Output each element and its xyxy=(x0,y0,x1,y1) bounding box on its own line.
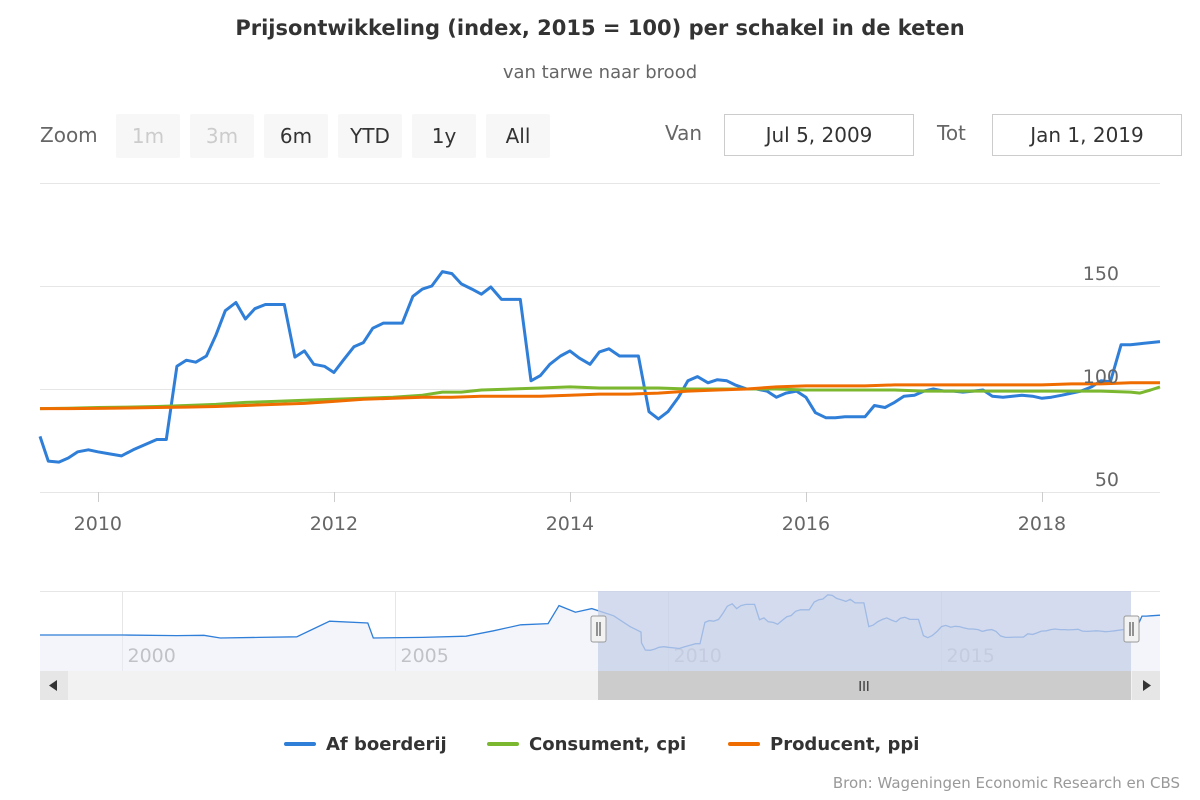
legend-swatch-producent xyxy=(728,742,760,746)
zoom-all-button[interactable]: All xyxy=(486,114,550,158)
x-axis: 2010 2012 2014 2016 2018 xyxy=(74,513,1067,535)
navigator[interactable]: 2000200520102015 xyxy=(40,591,1161,671)
scrollbar[interactable]: III xyxy=(40,671,1160,700)
chart-title: Prijsontwikkeling (index, 2015 = 100) pe… xyxy=(235,16,965,40)
x-tick-label-2018: 2018 xyxy=(1018,513,1066,535)
zoom-ytd-button[interactable]: YTD xyxy=(338,114,402,158)
zoom-label: Zoom xyxy=(40,123,98,147)
from-date-input[interactable]: Jul 5, 2009 xyxy=(724,114,914,156)
y-tick-label-150: 150 xyxy=(1083,263,1119,285)
to-date-input[interactable]: Jan 1, 2019 xyxy=(992,114,1182,156)
zoom-1y-button[interactable]: 1y xyxy=(412,114,476,158)
y-tick-label-50: 50 xyxy=(1095,469,1119,491)
arrow-right-icon xyxy=(1143,680,1151,691)
from-label: Van xyxy=(665,121,703,145)
x-tick-label-2010: 2010 xyxy=(74,513,122,535)
credits[interactable]: Bron: Wageningen Economic Research en CB… xyxy=(832,774,1180,792)
plot-series xyxy=(38,270,1161,464)
to-label: Tot xyxy=(937,121,966,145)
legend-label-af-boerderij: Af boerderij xyxy=(326,733,447,755)
legend-item-producent[interactable]: Producent, ppi xyxy=(728,730,919,758)
x-tick-label-2014: 2014 xyxy=(546,513,594,535)
navigator-right-handle[interactable] xyxy=(1123,615,1140,643)
navigator-left-handle[interactable] xyxy=(590,615,607,643)
legend-swatch-af-boerderij xyxy=(284,742,316,746)
navigator-selection-mask[interactable] xyxy=(598,591,1131,671)
x-tick-label-2016: 2016 xyxy=(782,513,830,535)
y-axis: 50 100 150 xyxy=(1083,263,1119,491)
legend-label-consument: Consument, cpi xyxy=(529,733,687,755)
y-tick-label-100: 100 xyxy=(1083,366,1119,388)
series-line-af-boerderij[interactable] xyxy=(38,270,1161,464)
series-line-producent[interactable] xyxy=(40,381,1160,411)
zoom-3m-button[interactable]: 3m xyxy=(190,114,254,158)
legend-swatch-consument xyxy=(487,742,519,746)
arrow-left-icon xyxy=(49,680,57,691)
grid xyxy=(40,183,1160,502)
zoom-6m-button[interactable]: 6m xyxy=(264,114,328,158)
scrollbar-thumb[interactable] xyxy=(598,671,1131,700)
legend-item-af-boerderij[interactable]: Af boerderij xyxy=(284,730,447,758)
zoom-1m-button[interactable]: 1m xyxy=(116,114,180,158)
legend-item-consument[interactable]: Consument, cpi xyxy=(487,730,686,758)
legend-label-producent: Producent, ppi xyxy=(770,733,920,755)
chart-area: 50 100 150 2010 2012 2014 2016 2018 2000200520… xyxy=(38,183,1161,700)
chart-subtitle: van tarwe naar brood xyxy=(502,62,698,83)
x-tick-label-2012: 2012 xyxy=(310,513,358,535)
legend: Af boerderij Consument, cpi Producent, p… xyxy=(0,730,1200,758)
scrollbar-grip: III xyxy=(858,680,870,695)
series-line-consument[interactable] xyxy=(39,385,1161,411)
